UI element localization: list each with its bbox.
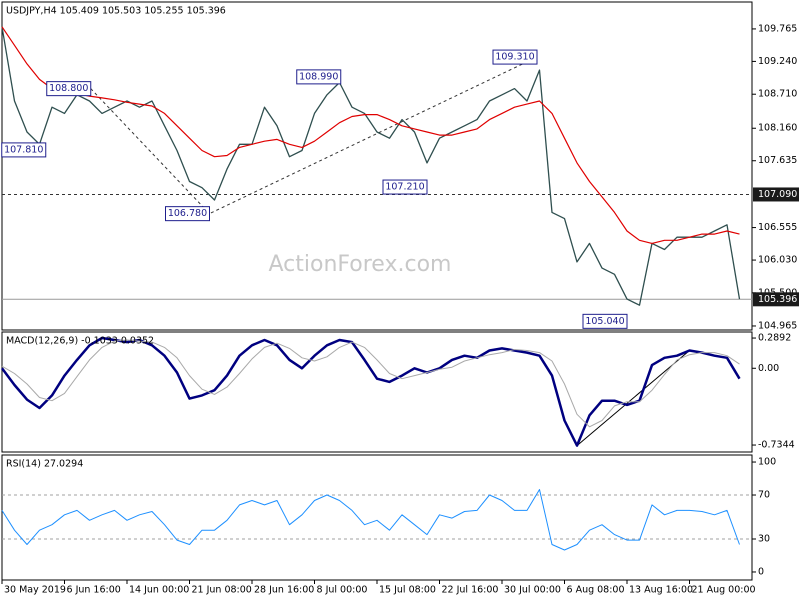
panel xyxy=(1,1,753,331)
panel-title: RSI(14) 27.0294 xyxy=(6,459,83,470)
x-tick-label: 22 Jul 16:00 xyxy=(442,585,499,596)
x-tick-label: 13 Aug 16:00 xyxy=(629,585,693,596)
y-tick-label: 108.710 xyxy=(758,89,797,100)
x-tick-label: 21 Aug 00:00 xyxy=(692,585,756,596)
x-tick-label: 30 May 2019 xyxy=(4,585,66,596)
x-tick-label: 6 Jun 16:00 xyxy=(67,585,121,596)
y-tick-label: 109.765 xyxy=(758,23,797,34)
x-tick-label: 30 Jul 00:00 xyxy=(504,585,561,596)
y-tick-label: 30 xyxy=(758,533,770,544)
trend-line xyxy=(90,56,538,215)
panel-title: USDJPY,H4 105.409 105.503 105.255 105.39… xyxy=(6,6,226,17)
x-tick-label: 6 Aug 08:00 xyxy=(567,585,625,596)
line-series xyxy=(1,489,740,551)
y-tick-label: 100 xyxy=(758,457,776,468)
y-tick-label: 0.00 xyxy=(758,363,779,374)
y-tick-label: 104.965 xyxy=(758,320,797,331)
annotation-box xyxy=(165,206,210,222)
x-tick-label: 14 Jun 00:00 xyxy=(129,585,189,596)
line-series xyxy=(1,339,740,428)
x-tick-label: 21 Jun 08:00 xyxy=(192,585,252,596)
line-series xyxy=(0,336,741,447)
panel xyxy=(1,454,753,581)
annotation-box xyxy=(1,142,47,158)
y-tick-label: 0 xyxy=(758,566,764,577)
annotation-label: 108.990 xyxy=(299,71,338,82)
annotation-label: 106.780 xyxy=(168,208,207,219)
panel xyxy=(1,331,753,453)
trend-line xyxy=(576,350,690,447)
y-tick-label: 70 xyxy=(758,490,770,501)
annotation-box xyxy=(296,69,342,85)
annotation-box xyxy=(382,179,428,195)
annotation-box xyxy=(46,81,92,97)
level-label: 105.396 xyxy=(758,294,797,305)
annotation-label: 109.310 xyxy=(495,52,534,63)
annotation-label: 107.810 xyxy=(4,144,43,155)
y-tick-label: -0.7344 xyxy=(758,440,795,451)
y-tick-label: 107.635 xyxy=(758,155,797,166)
y-tick-label: 108.160 xyxy=(758,123,797,134)
annotation-label: 107.210 xyxy=(385,182,424,193)
x-tick-label: 8 Jul 00:00 xyxy=(317,585,368,596)
level-box xyxy=(753,187,799,202)
annotation-box xyxy=(492,49,538,65)
annotation-label: 105.040 xyxy=(585,316,624,327)
x-tick-label: 15 Jul 08:00 xyxy=(379,585,436,596)
y-tick-label: 106.555 xyxy=(758,222,797,233)
y-tick-label: 0.2892 xyxy=(758,333,791,344)
panel-title: MACD(12,26,9) -0.1033 0.0352 xyxy=(6,336,154,347)
annotation-label: 108.800 xyxy=(49,83,88,94)
line-series xyxy=(1,26,740,244)
y-tick-label: 109.240 xyxy=(758,56,797,67)
level-label: 107.090 xyxy=(758,189,797,200)
x-tick-label: 28 Jun 16:00 xyxy=(254,585,314,596)
annotation-box xyxy=(582,313,628,329)
y-tick-label: 106.030 xyxy=(758,255,797,266)
watermark: ActionForex.com xyxy=(269,252,452,277)
level-box xyxy=(753,292,799,307)
